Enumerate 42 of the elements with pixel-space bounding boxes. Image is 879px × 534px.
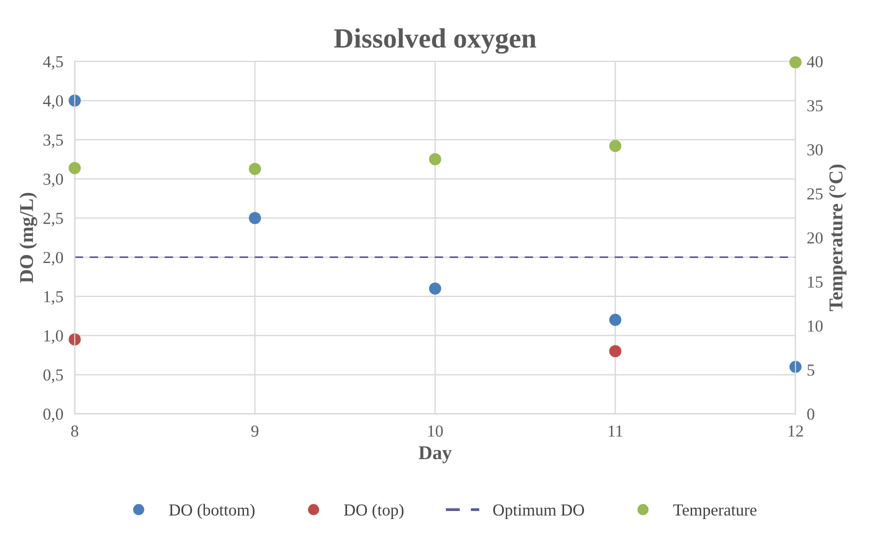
y-tick-label: 4,0	[43, 95, 63, 109]
point	[609, 314, 622, 326]
y2-tick-label: 10	[808, 320, 823, 332]
y-tick-label: 0,5	[43, 369, 63, 384]
y2-tick-label: 15	[808, 276, 823, 288]
point	[789, 360, 802, 373]
legend-label: Temperature	[673, 504, 756, 519]
x-tick-label: 9	[251, 425, 258, 437]
point	[789, 56, 802, 68]
legend-label: DO (bottom)	[169, 504, 255, 519]
y2-tick-label: 25	[807, 188, 823, 200]
point	[248, 212, 261, 224]
x-tick-label: 11	[608, 426, 622, 437]
y-tick-label: 2,0	[44, 252, 63, 266]
y-tick-label: 4,5	[43, 56, 63, 70]
point	[429, 282, 442, 295]
y2-tick-label: 40	[806, 56, 823, 68]
y-axis-title: DO (mg/L)	[19, 192, 38, 283]
point	[429, 153, 442, 166]
y-tick-label: 2,5	[44, 212, 63, 226]
point	[68, 162, 81, 174]
point	[609, 140, 622, 152]
y-tick-label: 0,0	[43, 408, 63, 422]
y2-tick-label: 35	[807, 100, 823, 112]
y2-tick-label: 5	[808, 364, 814, 376]
y-tick-label: 3,5	[44, 134, 63, 148]
y2-tick-label: 30	[807, 144, 823, 156]
y2-tick-label: 20	[807, 232, 823, 244]
legend-label: Optimum DO	[493, 504, 584, 519]
x-tick-label: 12	[788, 425, 803, 437]
y2-axis-title: Temperature (°C)	[828, 164, 846, 312]
point	[248, 162, 261, 175]
y2-tick-label: 0	[807, 408, 814, 420]
x-tick-label: 8	[71, 425, 78, 437]
y-tick-label: 1,0	[44, 330, 63, 344]
point	[609, 345, 622, 358]
x-axis-title: Day	[418, 446, 452, 464]
y-tick-label: 3,0	[44, 174, 63, 188]
chart-title: Dissolved oxygen	[334, 28, 536, 54]
y-tick-label: 1,5	[44, 291, 63, 305]
legend-label: DO (top)	[344, 504, 404, 519]
x-tick-label: 10	[428, 425, 443, 437]
